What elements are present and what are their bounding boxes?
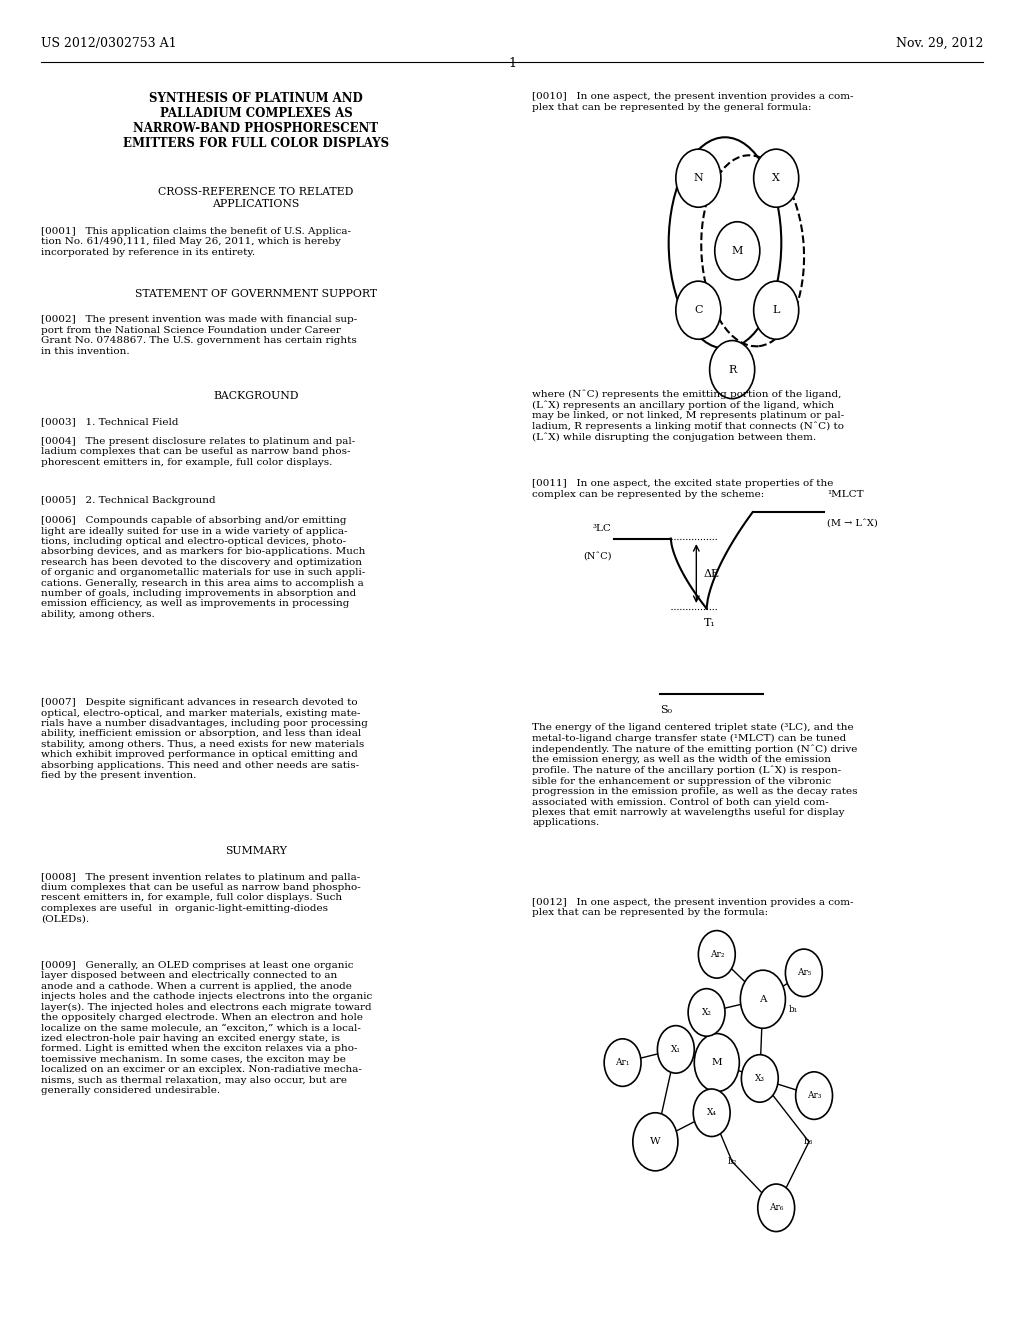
Text: A: A: [759, 995, 767, 1003]
Circle shape: [754, 281, 799, 339]
Text: [0010]   In one aspect, the present invention provides a com-
plex that can be r: [0010] In one aspect, the present invent…: [532, 92, 854, 112]
Text: SUMMARY: SUMMARY: [225, 846, 287, 857]
Text: W: W: [650, 1138, 660, 1146]
Circle shape: [693, 1089, 730, 1137]
Text: b₁: b₁: [788, 1006, 799, 1014]
Text: X₁: X₁: [671, 1045, 681, 1053]
Text: [0011]   In one aspect, the excited state properties of the
complex can be repre: [0011] In one aspect, the excited state …: [532, 479, 834, 499]
Text: X: X: [772, 173, 780, 183]
Circle shape: [688, 989, 725, 1036]
Text: Ar₆: Ar₆: [769, 1204, 783, 1212]
Text: R: R: [728, 364, 736, 375]
Text: (NˆC): (NˆC): [583, 552, 611, 561]
Text: SYNTHESIS OF PLATINUM AND
PALLADIUM COMPLEXES AS
NARROW-BAND PHOSPHORESCENT
EMIT: SYNTHESIS OF PLATINUM AND PALLADIUM COMP…: [123, 92, 389, 150]
Text: ¹MLCT: ¹MLCT: [827, 490, 864, 499]
Text: L: L: [772, 305, 780, 315]
Circle shape: [785, 949, 822, 997]
Circle shape: [676, 149, 721, 207]
Text: STATEMENT OF GOVERNMENT SUPPORT: STATEMENT OF GOVERNMENT SUPPORT: [135, 289, 377, 300]
Text: M: M: [731, 246, 743, 256]
Text: [0006]   Compounds capable of absorbing and/or emitting
light are ideally suited: [0006] Compounds capable of absorbing an…: [41, 516, 366, 619]
Circle shape: [698, 931, 735, 978]
Text: [0003]   1. Technical Field: [0003] 1. Technical Field: [41, 417, 178, 426]
Circle shape: [676, 281, 721, 339]
Text: where (NˆC) represents the emitting portion of the ligand,
(LˆX) represents an a: where (NˆC) represents the emitting port…: [532, 389, 845, 442]
Text: Ar₅: Ar₅: [797, 969, 811, 977]
Circle shape: [741, 1055, 778, 1102]
Text: [0012]   In one aspect, the present invention provides a com-
plex that can be r: [0012] In one aspect, the present invent…: [532, 898, 854, 917]
Circle shape: [657, 1026, 694, 1073]
Text: [0002]   The present invention was made with financial sup-
port from the Nation: [0002] The present invention was made wi…: [41, 315, 357, 355]
Text: X₂: X₂: [701, 1008, 712, 1016]
Text: X₃: X₃: [755, 1074, 765, 1082]
Circle shape: [758, 1184, 795, 1232]
Circle shape: [633, 1113, 678, 1171]
Circle shape: [710, 341, 755, 399]
Circle shape: [796, 1072, 833, 1119]
Text: S₀: S₀: [660, 705, 673, 715]
Text: Ar₁: Ar₁: [615, 1059, 630, 1067]
Text: ³LC: ³LC: [593, 524, 611, 533]
Text: Ar₂: Ar₂: [710, 950, 724, 958]
Text: M: M: [712, 1059, 722, 1067]
Circle shape: [740, 970, 785, 1028]
Text: The energy of the ligand centered triplet state (³LC), and the
metal-to-ligand c: The energy of the ligand centered triple…: [532, 723, 858, 828]
Circle shape: [754, 149, 799, 207]
Text: X₄: X₄: [707, 1109, 717, 1117]
Text: ΔE: ΔE: [703, 569, 720, 578]
Text: BACKGROUND: BACKGROUND: [213, 391, 299, 401]
Text: [0005]   2. Technical Background: [0005] 2. Technical Background: [41, 496, 216, 506]
Text: [0001]   This application claims the benefit of U.S. Applica-
tion No. 61/490,11: [0001] This application claims the benef…: [41, 227, 351, 257]
Text: Ar₃: Ar₃: [807, 1092, 821, 1100]
Text: C: C: [694, 305, 702, 315]
Text: [0004]   The present disclosure relates to platinum and pal-
ladium complexes th: [0004] The present disclosure relates to…: [41, 437, 355, 467]
Text: 1: 1: [508, 57, 516, 70]
Text: [0007]   Despite significant advances in research devoted to
optical, electro-op: [0007] Despite significant advances in r…: [41, 698, 368, 780]
Text: N: N: [693, 173, 703, 183]
Circle shape: [694, 1034, 739, 1092]
Text: T₁: T₁: [703, 618, 716, 628]
Text: CROSS-REFERENCE TO RELATED
APPLICATIONS: CROSS-REFERENCE TO RELATED APPLICATIONS: [159, 187, 353, 209]
Text: [0008]   The present invention relates to platinum and palla-
dium complexes tha: [0008] The present invention relates to …: [41, 873, 360, 923]
Text: b₃: b₃: [804, 1138, 814, 1146]
Text: Nov. 29, 2012: Nov. 29, 2012: [896, 37, 983, 50]
Circle shape: [604, 1039, 641, 1086]
Text: [0009]   Generally, an OLED comprises at least one organic
layer disposed betwee: [0009] Generally, an OLED comprises at l…: [41, 961, 372, 1094]
Circle shape: [715, 222, 760, 280]
Text: b₂: b₂: [727, 1158, 737, 1166]
Text: US 2012/0302753 A1: US 2012/0302753 A1: [41, 37, 176, 50]
Text: (M → LˆX): (M → LˆX): [827, 519, 879, 528]
